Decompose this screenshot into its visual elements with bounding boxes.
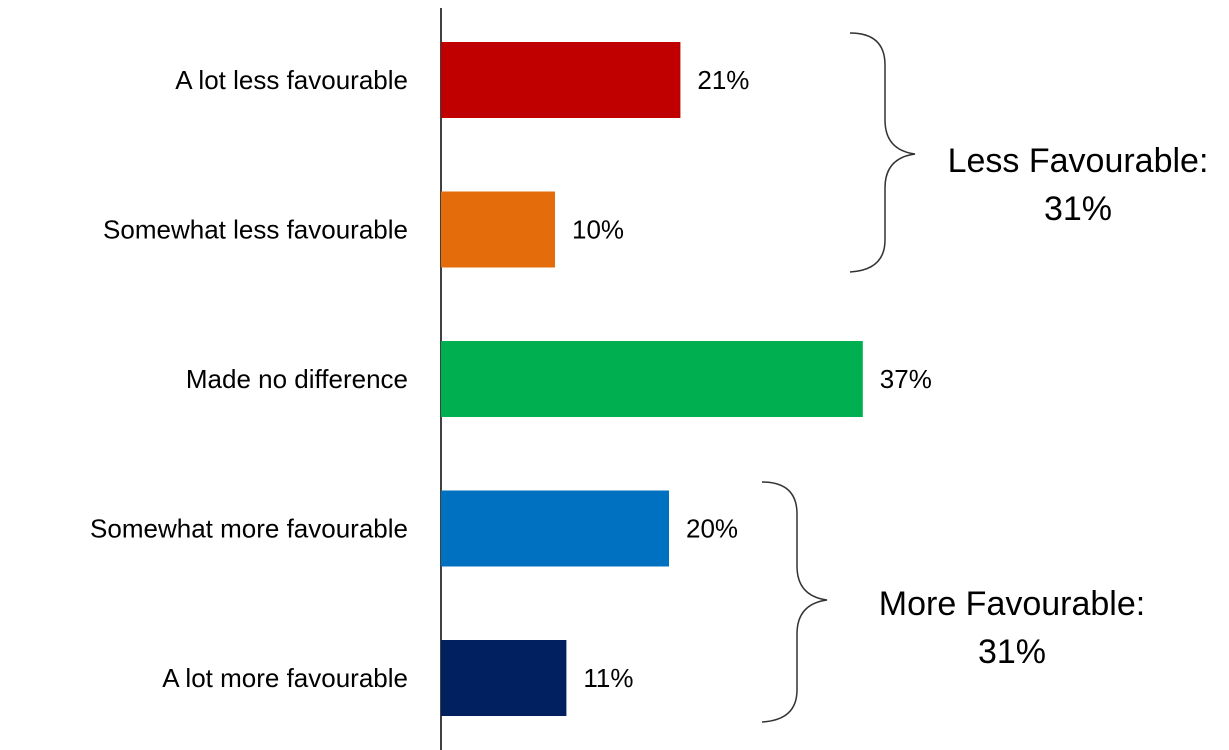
less-favourable-brace: [849, 32, 916, 273]
category-label: Somewhat less favourable: [103, 215, 408, 245]
more-favourable-label-line1: More Favourable:: [879, 585, 1145, 623]
annotations-layer: Less Favourable: 31% More Favourable: 31…: [761, 32, 1209, 723]
category-label: Somewhat more favourable: [90, 514, 408, 544]
value-label: 11%: [583, 663, 633, 693]
bar: [441, 640, 567, 716]
category-label: Made no difference: [186, 364, 408, 394]
value-label: 21%: [697, 65, 749, 95]
bar: [441, 341, 863, 417]
value-label: 37%: [880, 364, 932, 394]
value-label: 10%: [572, 215, 624, 245]
more-favourable-brace: [761, 481, 828, 723]
less-favourable-label-line2: 31%: [1044, 190, 1112, 228]
more-favourable-label-line2: 31%: [978, 633, 1046, 671]
value-label: 20%: [686, 514, 738, 544]
category-label: A lot less favourable: [175, 65, 408, 95]
bars-layer: [441, 42, 863, 716]
category-label: A lot more favourable: [162, 663, 408, 693]
bar: [441, 42, 681, 118]
labels-layer: A lot less favourable 21% Somewhat less fa…: [90, 65, 932, 693]
bar: [441, 490, 669, 567]
less-favourable-label-line1: Less Favourable:: [948, 142, 1209, 180]
bar: [441, 191, 555, 268]
